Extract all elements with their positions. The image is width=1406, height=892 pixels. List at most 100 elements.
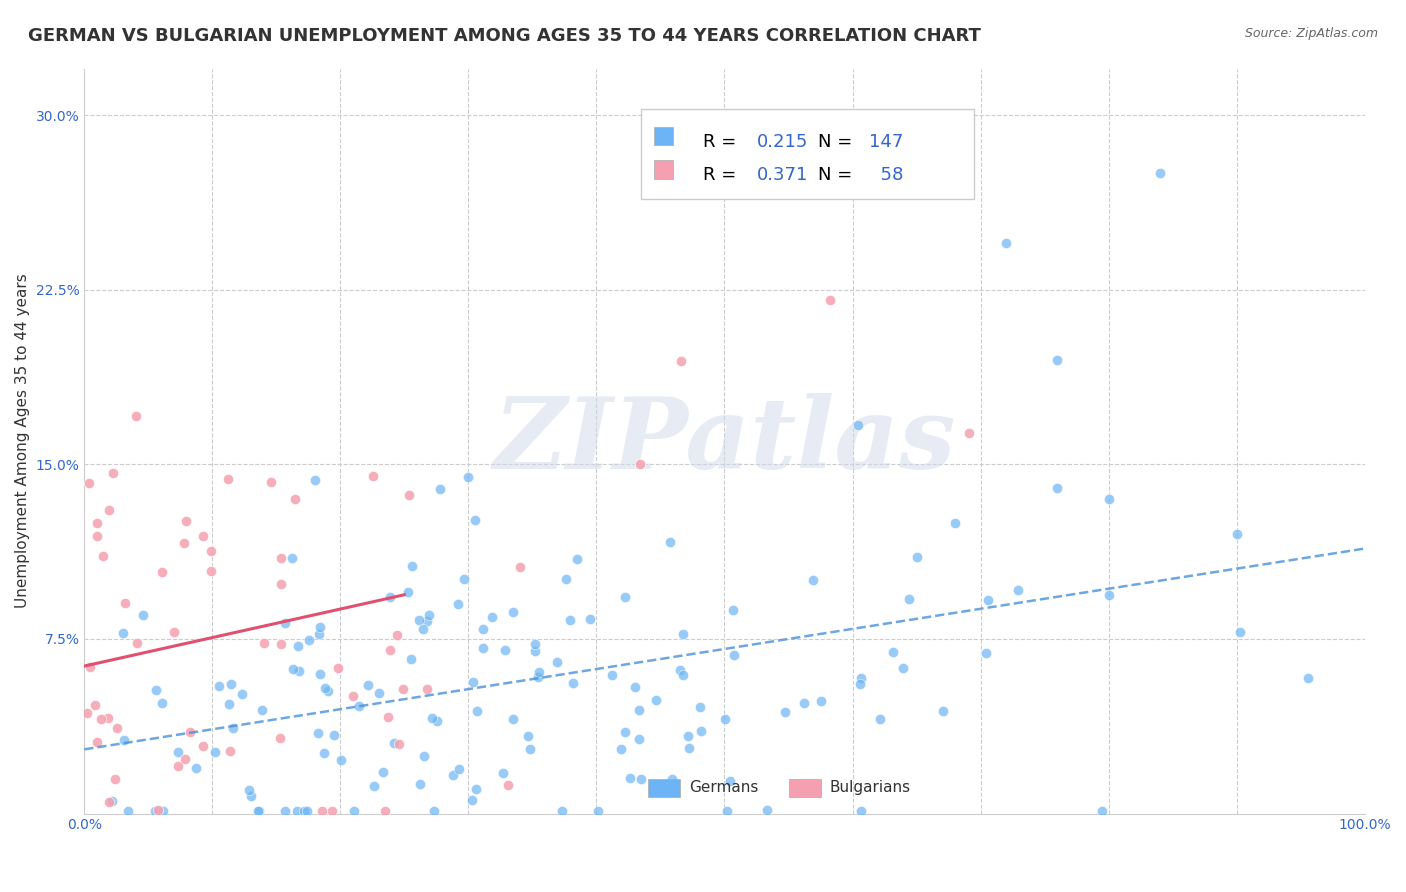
Point (321, 804, 343, 818)
Point (441, 768, 464, 782)
Point (529, 665, 551, 679)
Point (132, 607, 155, 622)
Point (517, 729, 540, 743)
Point (193, 739, 215, 754)
Point (330, 753, 353, 767)
Point (378, 643, 401, 657)
Point (247, 804, 270, 818)
Point (166, 759, 188, 773)
Point (1226, 527, 1249, 541)
Point (600, 668, 623, 682)
Point (554, 572, 576, 586)
Text: 0.371: 0.371 (756, 166, 808, 184)
Point (269, 731, 291, 746)
Point (471, 622, 494, 636)
Point (661, 772, 683, 786)
Point (174, 514, 197, 528)
Point (284, 491, 307, 506)
Point (413, 749, 436, 764)
Point (143, 804, 166, 818)
Point (627, 703, 650, 717)
Point (1296, 671, 1319, 685)
Text: Source: ZipAtlas.com: Source: ZipAtlas.com (1244, 27, 1378, 40)
Point (420, 711, 443, 725)
Point (125, 635, 148, 649)
Point (152, 804, 174, 818)
Point (367, 686, 389, 700)
Text: N =: N = (818, 166, 858, 184)
Point (173, 536, 195, 550)
Point (373, 764, 395, 779)
Point (150, 696, 173, 710)
Point (150, 565, 173, 579)
Point (308, 666, 330, 681)
Point (342, 689, 364, 703)
Point (689, 699, 711, 714)
Point (318, 684, 340, 698)
Point (678, 740, 700, 755)
Point (408, 613, 430, 627)
Point (322, 728, 344, 742)
Point (98, 503, 121, 517)
Point (453, 572, 475, 586)
Point (628, 457, 651, 471)
Point (1097, 492, 1119, 507)
Point (496, 778, 519, 792)
Point (624, 680, 647, 694)
Point (398, 488, 420, 502)
Point (716, 804, 738, 818)
Point (550, 804, 572, 818)
Point (101, 467, 124, 481)
Point (423, 804, 446, 818)
Point (231, 687, 253, 701)
Point (186, 761, 208, 775)
Point (219, 744, 242, 758)
Point (363, 779, 385, 793)
Point (392, 682, 415, 697)
Point (76, 706, 98, 721)
Point (495, 643, 517, 657)
Point (347, 698, 370, 713)
Point (174, 752, 197, 766)
Point (579, 612, 602, 626)
Bar (654, 161, 673, 178)
Point (145, 683, 167, 698)
Point (851, 671, 873, 685)
Text: ZIPatlas: ZIPatlas (494, 392, 956, 490)
Text: 0.215: 0.215 (756, 133, 808, 151)
Point (630, 772, 652, 786)
Point (446, 597, 468, 611)
Point (714, 712, 737, 726)
Text: 58: 58 (869, 166, 904, 184)
Point (509, 560, 531, 574)
Point (314, 681, 336, 695)
Point (270, 637, 292, 651)
Point (86, 529, 108, 543)
Point (312, 746, 335, 760)
Point (412, 623, 434, 637)
Point (524, 637, 547, 651)
Point (416, 682, 439, 697)
Point (208, 679, 231, 693)
Point (1149, 166, 1171, 180)
Point (112, 733, 135, 747)
Point (524, 644, 547, 658)
Point (810, 693, 832, 707)
Point (292, 804, 315, 818)
Y-axis label: Unemployment Among Ages 35 to 44 years: Unemployment Among Ages 35 to 44 years (15, 274, 30, 608)
Point (179, 725, 201, 739)
Point (848, 676, 870, 690)
Point (671, 354, 693, 368)
Point (723, 648, 745, 663)
Point (285, 804, 308, 818)
Point (399, 652, 422, 666)
Point (217, 472, 239, 486)
Point (104, 772, 127, 786)
Point (690, 723, 713, 738)
Point (385, 628, 408, 642)
Point (77, 475, 100, 490)
Point (222, 721, 245, 735)
Point (98, 795, 121, 809)
Point (105, 721, 128, 735)
Point (260, 475, 283, 489)
